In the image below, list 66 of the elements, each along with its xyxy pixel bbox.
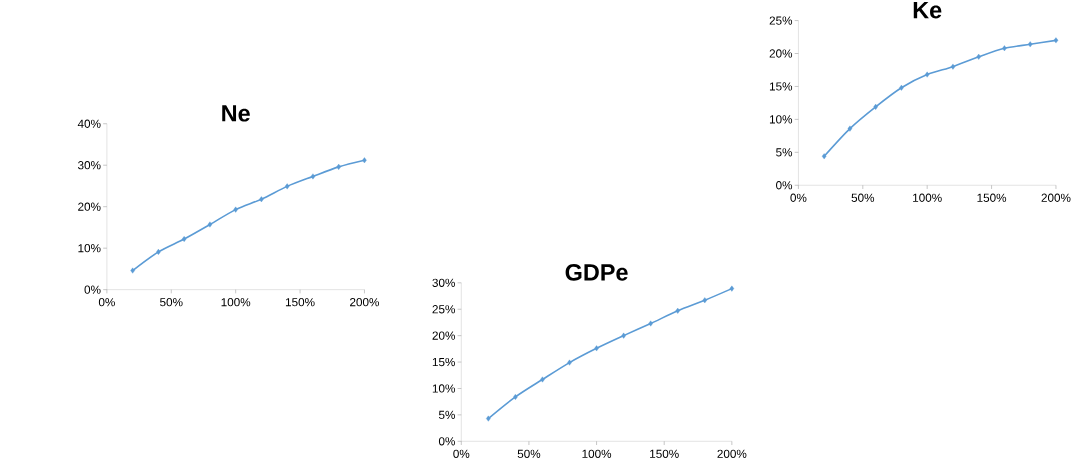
y-tick-label: 10%	[769, 115, 793, 124]
point	[336, 163, 341, 170]
x-tick-label: 150%	[977, 193, 1007, 202]
y-tick-label: 5%	[776, 148, 793, 157]
x-tick-label: 100%	[913, 193, 942, 202]
y-tick-label: 30%	[432, 278, 455, 287]
point	[362, 157, 367, 164]
y-tick-label: 15%	[432, 357, 455, 367]
point	[130, 267, 135, 274]
y-tick-label: 30%	[77, 160, 101, 170]
x-tick-label: 0%	[790, 193, 807, 202]
y-tick-label: 40%	[77, 119, 101, 128]
point	[181, 236, 187, 242]
point	[729, 285, 735, 292]
y-tick-label: 0%	[84, 285, 101, 294]
y-tick-label: 0%	[776, 181, 793, 190]
x-tick-label: 150%	[650, 449, 679, 458]
x-tick-label: 50%	[160, 297, 183, 307]
y-tick-label: 20%	[769, 49, 793, 58]
x-tick-label: 0%	[98, 297, 115, 307]
point	[284, 183, 290, 190]
point	[259, 196, 264, 203]
chart-title: GDPe	[565, 263, 628, 281]
point	[567, 359, 572, 366]
point	[207, 221, 213, 228]
point	[702, 297, 708, 304]
point	[950, 63, 956, 70]
y-tick-label: 5%	[438, 410, 455, 419]
y-tick-label: 20%	[78, 202, 101, 211]
x-tick-label: 100%	[582, 449, 612, 458]
x-tick-label: 50%	[517, 449, 541, 458]
y-tick-label: 15%	[769, 82, 793, 91]
point	[1002, 45, 1007, 52]
x-tick-label: 200%	[1041, 193, 1071, 202]
point	[873, 103, 878, 110]
point	[310, 173, 316, 180]
x-tick-label: 0%	[453, 449, 470, 458]
point	[899, 84, 904, 91]
point	[486, 415, 491, 422]
point	[821, 153, 827, 160]
y-tick-label: 20%	[432, 331, 455, 340]
y-tick-label: 25%	[769, 16, 793, 25]
point	[924, 71, 930, 78]
point	[513, 393, 518, 400]
point	[976, 53, 981, 60]
x-tick-label: 150%	[285, 297, 315, 307]
point	[156, 248, 161, 255]
point	[621, 332, 626, 339]
x-tick-label: 100%	[221, 297, 251, 307]
x-tick-label: 200%	[350, 297, 379, 307]
x-tick-label: 50%	[851, 193, 875, 202]
point	[675, 307, 680, 314]
point	[1053, 37, 1059, 44]
point	[233, 206, 238, 213]
point	[540, 376, 545, 383]
chart-title: Ke	[913, 1, 942, 19]
y-tick-label: 10%	[432, 384, 455, 393]
y-tick-label: 0%	[438, 437, 455, 446]
x-tick-label: 200%	[717, 449, 747, 458]
point	[1027, 41, 1033, 48]
y-tick-label: 10%	[78, 243, 101, 253]
y-tick-label: 25%	[432, 304, 455, 314]
point	[648, 320, 653, 327]
point	[594, 345, 599, 352]
chart-title: Ne	[222, 105, 250, 122]
point	[847, 125, 853, 132]
